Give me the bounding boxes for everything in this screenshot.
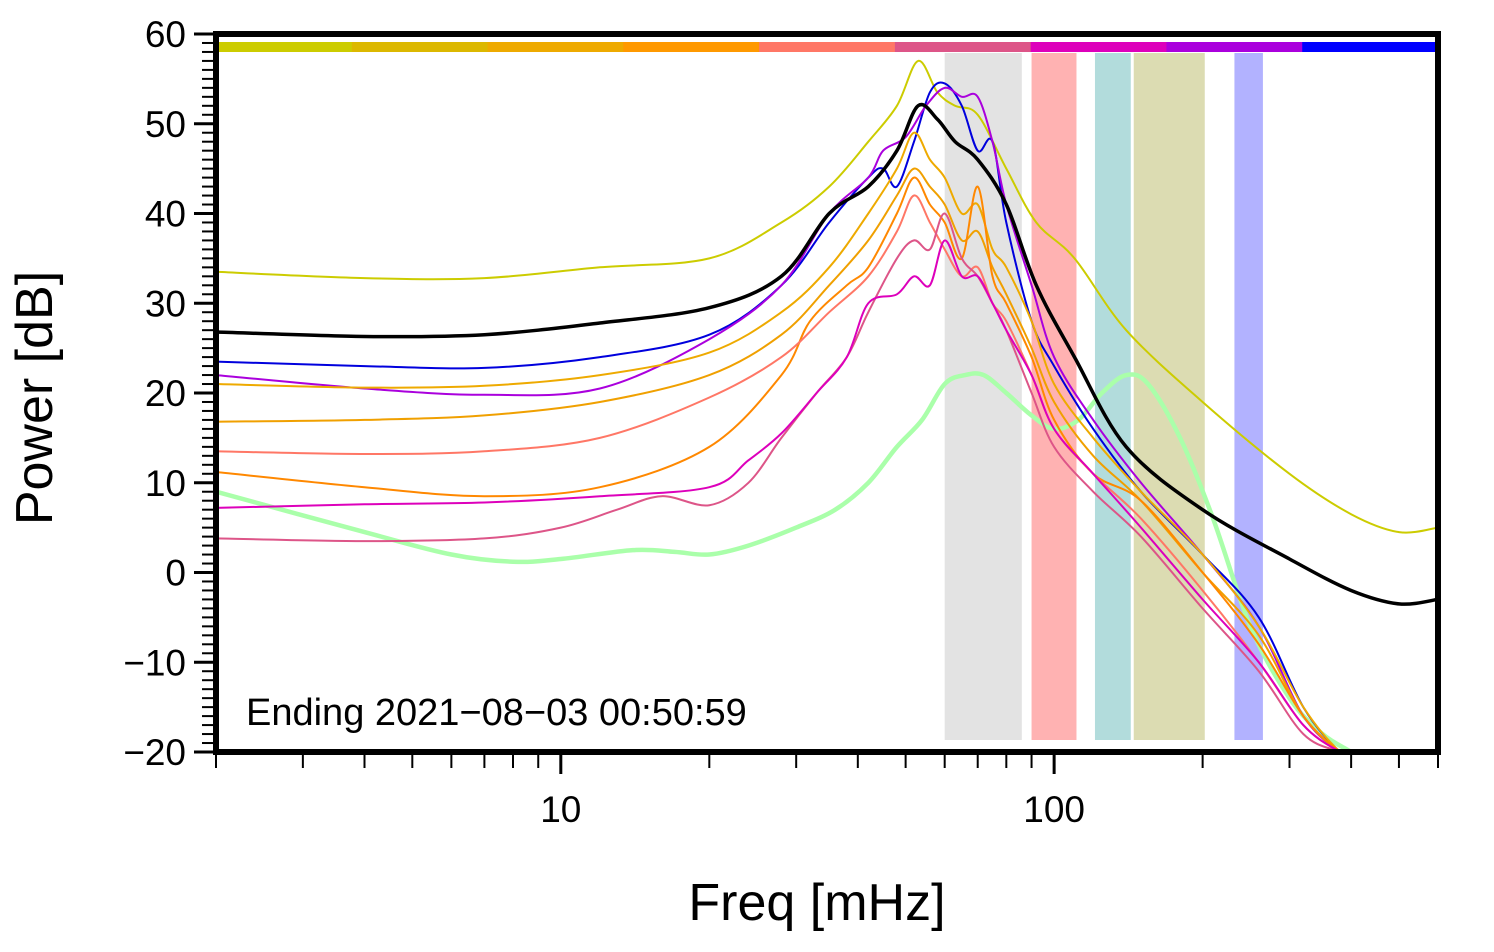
color-bar-segment-8	[1302, 42, 1439, 52]
y-tick-label: 50	[145, 104, 186, 145]
series-orange	[216, 176, 1342, 752]
series-light-green	[216, 371, 1355, 752]
series-orange-light	[216, 131, 1342, 752]
y-tick-label: −20	[123, 732, 186, 773]
x-tick-label: 100	[1023, 789, 1085, 830]
series-yellow	[216, 59, 1438, 534]
y-tick-label: 0	[165, 553, 186, 594]
y-tick-label: −10	[123, 642, 186, 683]
frequency-bands	[944, 53, 1263, 740]
ending-timestamp-annotation: Ending 2021−08−03 00:50:59	[246, 692, 747, 734]
plot-frame	[213, 31, 1441, 755]
y-axis-title: Power [dB]	[6, 271, 64, 525]
y-tick-label: 30	[145, 283, 186, 324]
spectrum-series	[216, 59, 1438, 752]
color-bar-segment-0	[216, 42, 353, 52]
color-bar-segment-3	[623, 42, 760, 52]
top-color-bar	[216, 42, 1439, 52]
color-bar-segment-1	[351, 42, 489, 52]
series-salmon	[216, 194, 1343, 752]
x-axis-title: Freq [mHz]	[688, 874, 945, 932]
color-bar-segment-4	[759, 42, 896, 52]
x-tick-label: 10	[540, 789, 581, 830]
y-tick-label: 20	[145, 373, 186, 414]
color-bar-segment-7	[1166, 42, 1303, 52]
band-1	[1031, 53, 1077, 740]
series-rose	[216, 212, 1343, 752]
series-magenta	[216, 239, 1343, 752]
color-bar-segment-5	[894, 42, 1032, 52]
band-3	[1133, 53, 1205, 740]
y-tick-label: 40	[145, 194, 186, 235]
series-black	[216, 102, 1438, 606]
color-bar-segment-6	[1030, 42, 1167, 52]
color-bar-segment-2	[487, 42, 624, 52]
y-tick-label: 60	[145, 14, 186, 55]
y-tick-label: 10	[145, 463, 186, 504]
